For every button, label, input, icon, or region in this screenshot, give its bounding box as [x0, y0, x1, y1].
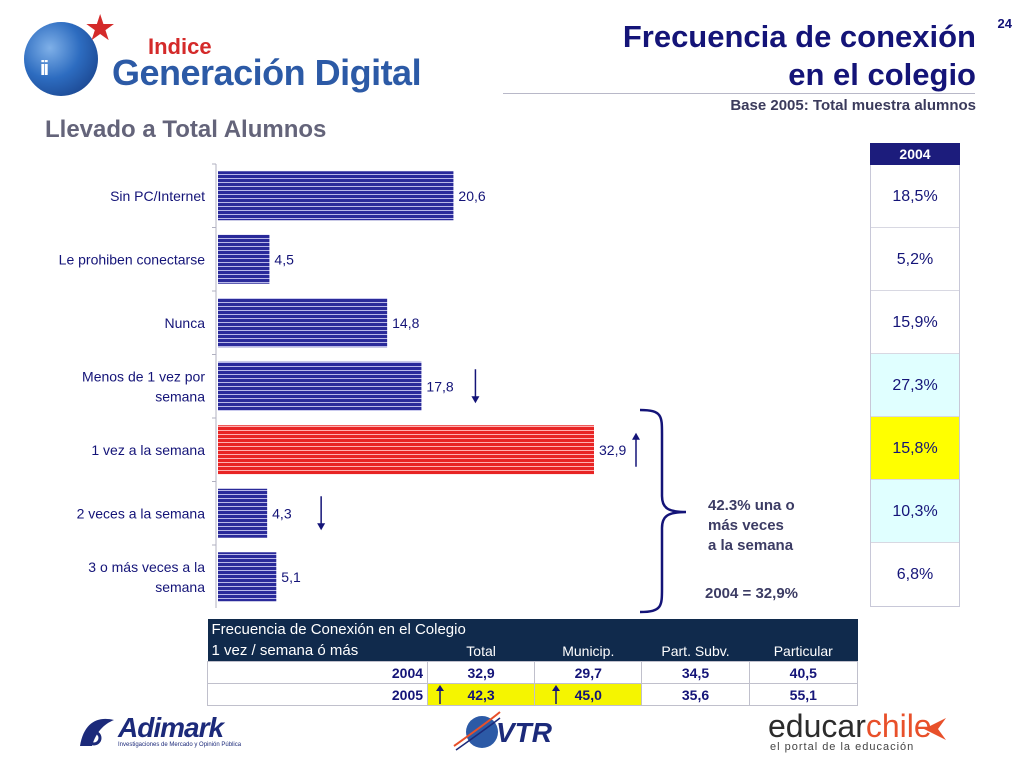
bar-3	[218, 361, 422, 411]
slide-title: Frecuencia de conexión en el colegio	[506, 18, 976, 94]
col-header-municip: Municip.	[534, 640, 642, 662]
adimark-tagline: Investigaciones de Mercado y Opinión Púb…	[118, 742, 242, 748]
educarchile-logo-part-1: educar	[768, 708, 866, 744]
educarchile-tagline: el portal de la educación	[770, 741, 915, 753]
category-label-line: 2 veces a la semana	[77, 505, 206, 521]
value-label: 4,5	[274, 251, 294, 267]
connection-frequency-table: Frecuencia de Conexión en el Colegio 1 v…	[206, 619, 859, 706]
side-table-cell: 5,2%	[871, 228, 959, 291]
col-header-particular: Particular	[749, 640, 858, 662]
vtr-logo-text: VTR	[496, 717, 552, 748]
up-arrow-icon	[436, 685, 444, 704]
value-label: 32,9	[599, 442, 626, 458]
annotation-note: 42.3% una o más veces a la semana	[708, 496, 795, 556]
category-label-line: Nunca	[165, 315, 206, 331]
row-year: 2004	[206, 661, 429, 684]
value-label: 20,6	[458, 188, 485, 204]
side-table-cell: 15,9%	[871, 291, 959, 354]
annotation-line-2: más veces	[708, 517, 784, 534]
bar-6	[218, 552, 277, 602]
category-label: 1 vez a la semana	[91, 442, 205, 458]
up-arrow-icon	[552, 685, 560, 704]
table-row: 2004 32,9 29,7 34,5 40,5	[206, 661, 859, 684]
category-label-line: semana	[155, 579, 205, 595]
adimark-logo-icon	[80, 718, 114, 746]
down-arrow-icon	[471, 369, 480, 404]
table-header-row: 1 vez / semana ó más Total Municip. Part…	[207, 640, 858, 662]
bar-0	[218, 171, 454, 221]
bar-2	[218, 298, 388, 348]
slide-number: 24	[997, 16, 1012, 31]
col-header-total: Total	[427, 640, 535, 662]
category-label: Sin PC/Internet	[110, 188, 205, 204]
category-label: 2 veces a la semana	[77, 505, 206, 521]
category-label-line: Menos de 1 vez por	[82, 368, 205, 384]
bar-4	[218, 425, 594, 475]
adimark-logo-text: Adimark	[118, 712, 224, 743]
annotation-line-3: a la semana	[708, 537, 794, 554]
side-table-cell: 6,8%	[871, 543, 959, 606]
row-year: 2005	[206, 683, 429, 706]
generacion-digital-globe-logo	[24, 22, 98, 96]
star-icon: ★	[84, 7, 117, 48]
category-label-line: 1 vez a la semana	[91, 442, 205, 458]
category-label: Nunca	[165, 315, 206, 331]
title-divider	[503, 93, 975, 94]
side-table-cell: 27,3%	[871, 354, 959, 417]
educarchile-logo-part-2: chile	[865, 708, 932, 744]
category-label: Menos de 1 vez por semana	[82, 368, 205, 404]
side-table-cell: 15,8%	[871, 417, 959, 480]
category-label-line: semana	[155, 388, 205, 404]
value-label: 5,1	[281, 569, 301, 585]
table-row-label: 1 vez / semana ó más	[207, 640, 428, 662]
col-header-part-subv: Part. Subv.	[641, 640, 750, 662]
logo-indice-text: Indice	[148, 34, 212, 59]
value-label: 14,8	[392, 315, 419, 331]
value-label: 4,3	[272, 505, 292, 521]
educarchile-logo: educarchile	[768, 708, 932, 745]
bar-1	[218, 234, 270, 284]
slide-subtitle: Base 2005: Total muestra alumnos	[730, 97, 976, 114]
section-label: Llevado a Total Alumnos	[45, 116, 327, 143]
table-title-row: Frecuencia de Conexión en el Colegio	[207, 619, 858, 640]
side-table-2004: 18,5% 5,2% 15,9% 27,3% 15,8% 10,3% 6,8%	[870, 165, 960, 607]
cell-total-highlight: 42,3	[427, 683, 536, 706]
title-line-2: en el colegio	[788, 57, 976, 92]
title-line-1: Frecuencia de conexión	[622, 19, 976, 54]
up-arrow-icon	[632, 432, 640, 467]
cell-total: 32,9	[427, 661, 536, 684]
annotation-line-1: 42.3% una o	[708, 497, 795, 514]
down-arrow-icon	[317, 496, 326, 531]
side-table-cell: 18,5%	[871, 165, 959, 228]
annotation-comparison: 2004 = 32,9%	[705, 585, 798, 602]
logo-generacion-digital-text: Generación Digital	[112, 52, 422, 93]
category-label-line: Le prohiben conectarse	[59, 251, 206, 267]
category-label: Le prohiben conectarse	[59, 251, 206, 267]
side-table-header: 2004	[870, 143, 960, 165]
educarchile-arrow-icon	[924, 718, 946, 740]
people-icon: ii	[40, 58, 49, 80]
cell-part-subv: 34,5	[641, 661, 750, 684]
vtr-globe-icon	[453, 711, 501, 751]
category-label-line: Sin PC/Internet	[110, 188, 205, 204]
table-title: Frecuencia de Conexión en el Colegio	[207, 619, 858, 640]
cell-municip-highlight: 45,0	[534, 683, 643, 706]
side-table-cell: 10,3%	[871, 480, 959, 543]
cell-part-subv: 35,6	[641, 683, 750, 706]
category-label: 3 o más veces a la semana	[88, 559, 205, 595]
cell-municip: 29,7	[534, 661, 643, 684]
value-label: 17,8	[426, 378, 453, 394]
group-brace	[639, 408, 687, 614]
category-label-line: 3 o más veces a la	[88, 559, 205, 575]
cell-particular: 55,1	[748, 683, 859, 706]
bar-5	[218, 488, 268, 538]
table-row: 2005 42,3 45,0 35,6 55,1	[206, 683, 859, 706]
cell-particular: 40,5	[748, 661, 859, 684]
